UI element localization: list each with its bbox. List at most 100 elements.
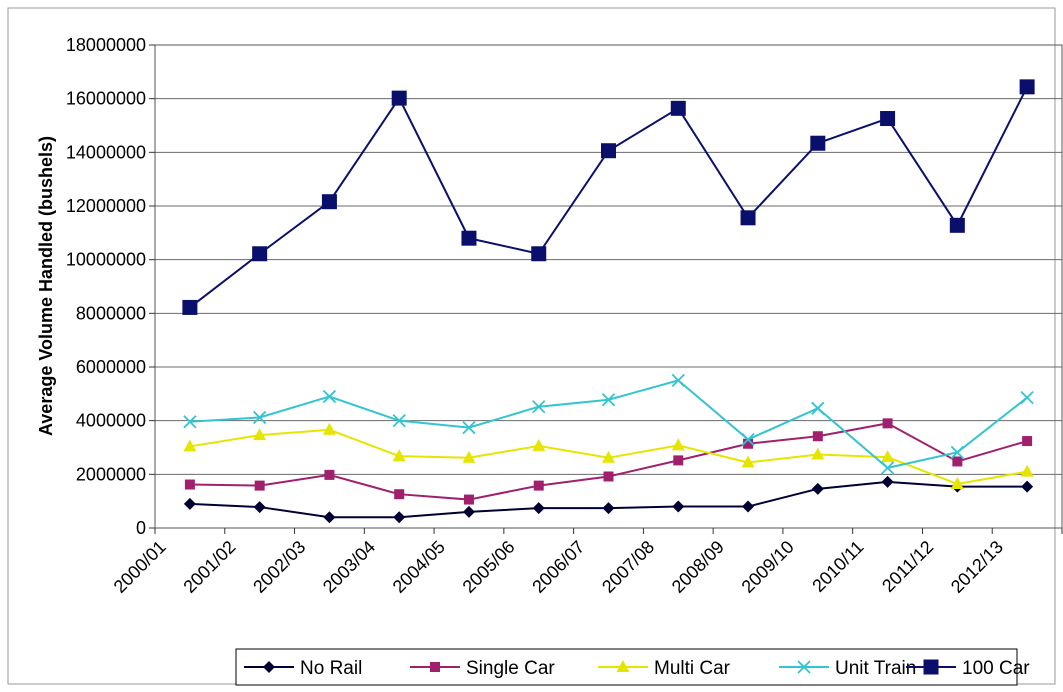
data-point-multi-car (462, 450, 476, 463)
data-point-no-rail (602, 502, 615, 515)
data-point-single-car (1022, 436, 1033, 447)
data-point-unit-train (532, 400, 546, 414)
data-point-unit-train (601, 393, 616, 407)
data-point-multi-car (322, 422, 336, 435)
data-point-unit-train (741, 432, 755, 447)
data-point-100-car (880, 111, 896, 127)
data-point-multi-car (532, 438, 546, 451)
data-point-no-rail (811, 482, 824, 495)
y-axis: 0 2000000 4000000 6000000 8000000 10000000 120… (66, 35, 155, 538)
data-point-no-rail (881, 475, 894, 488)
data-point-multi-car (253, 428, 267, 441)
data-point-single-car (952, 456, 963, 467)
data-point-100-car (949, 217, 965, 233)
data-point-100-car (1019, 79, 1035, 95)
data-point-unit-train (950, 445, 964, 459)
data-point-no-rail (323, 511, 336, 524)
data-point-unit-train (462, 421, 476, 435)
data-point-multi-car (392, 449, 406, 462)
legend-marker (797, 660, 811, 674)
y-tick-label: 2000000 (76, 464, 146, 484)
data-point-unit-train (392, 414, 406, 428)
series-group (182, 79, 1035, 524)
data-point-no-rail (1021, 480, 1034, 493)
legend-label: No Rail (300, 658, 362, 679)
data-point-no-rail (183, 497, 196, 510)
y-tick-label: 16000000 (66, 89, 146, 109)
data-point-no-rail (672, 500, 685, 513)
data-point-100-car (321, 194, 337, 210)
legend-marker (430, 662, 440, 672)
legend-marker (923, 659, 939, 675)
data-point-single-car (394, 489, 405, 500)
y-tick-label: 6000000 (76, 357, 146, 377)
legend-label: Single Car (466, 658, 555, 679)
legend-items: No Rail Single Car Multi Car Unit Train 100 … (244, 658, 1030, 679)
legend-item-no-rail: No Rail (244, 658, 362, 679)
data-point-100-car (740, 210, 756, 226)
data-point-single-car (743, 438, 754, 449)
y-axis-label: Average Volume Handled (bushels) (36, 136, 56, 436)
data-point-single-car (254, 480, 265, 491)
data-point-single-car (882, 418, 893, 429)
data-point-no-rail (393, 511, 406, 524)
data-point-100-car (601, 143, 616, 159)
data-point-100-car (670, 100, 686, 116)
data-point-multi-car (602, 450, 615, 463)
legend-item-100-car: 100 Car (906, 658, 1030, 679)
series-unit-train (183, 373, 1034, 475)
y-tick-label: 18000000 (66, 35, 146, 55)
data-point-single-car (603, 471, 614, 482)
data-point-unit-train (183, 415, 197, 429)
legend-item-multi-car: Multi Car (598, 658, 731, 679)
legend-label: Unit Train (835, 658, 916, 679)
data-point-no-rail (462, 505, 475, 518)
plot-area (154, 44, 1063, 529)
data-point-unit-train (253, 410, 267, 425)
data-point-multi-car (671, 438, 685, 451)
data-point-100-car (531, 246, 547, 262)
data-point-multi-car (811, 447, 825, 460)
y-tick-label: 12000000 (66, 196, 146, 216)
data-point-no-rail (253, 501, 266, 514)
legend-marker (263, 661, 275, 673)
data-point-100-car (391, 90, 407, 106)
legend-label: Multi Car (654, 658, 731, 679)
data-point-multi-car (741, 455, 755, 468)
data-point-single-car (812, 431, 823, 442)
series-multi-car (183, 422, 1034, 489)
data-point-100-car (252, 246, 268, 262)
data-point-multi-car (1020, 464, 1034, 477)
series-single-car (184, 418, 1033, 505)
y-tick-label: 14000000 (66, 142, 146, 162)
data-point-single-car (463, 494, 474, 505)
data-point-multi-car (950, 476, 964, 489)
data-point-single-car (324, 469, 335, 480)
legend-item-unit-train: Unit Train (779, 658, 916, 679)
data-point-multi-car (183, 439, 197, 452)
legend-label: 100 Car (962, 658, 1030, 679)
data-point-single-car (673, 455, 684, 466)
data-point-unit-train (322, 389, 337, 404)
legend-item-single-car: Single Car (410, 658, 555, 679)
data-point-no-rail (742, 500, 755, 513)
data-point-100-car (810, 135, 826, 151)
series-no-rail (183, 475, 1034, 524)
data-point-multi-car (881, 450, 895, 463)
y-tick-label: 10000000 (66, 250, 146, 270)
series-100-car (182, 79, 1035, 315)
data-point-100-car (182, 299, 198, 315)
y-tick-label: 0 (136, 518, 146, 538)
legend-marker (616, 660, 630, 672)
data-point-100-car (461, 230, 477, 246)
data-point-unit-train (1020, 390, 1034, 405)
data-point-single-car (184, 479, 195, 490)
data-point-unit-train (880, 461, 895, 475)
y-tick-label: 4000000 (76, 411, 146, 431)
data-point-no-rail (532, 502, 545, 515)
data-point-single-car (533, 480, 544, 491)
data-point-unit-train (811, 401, 825, 415)
data-point-unit-train (671, 373, 685, 388)
y-tick-label: 8000000 (76, 303, 146, 323)
